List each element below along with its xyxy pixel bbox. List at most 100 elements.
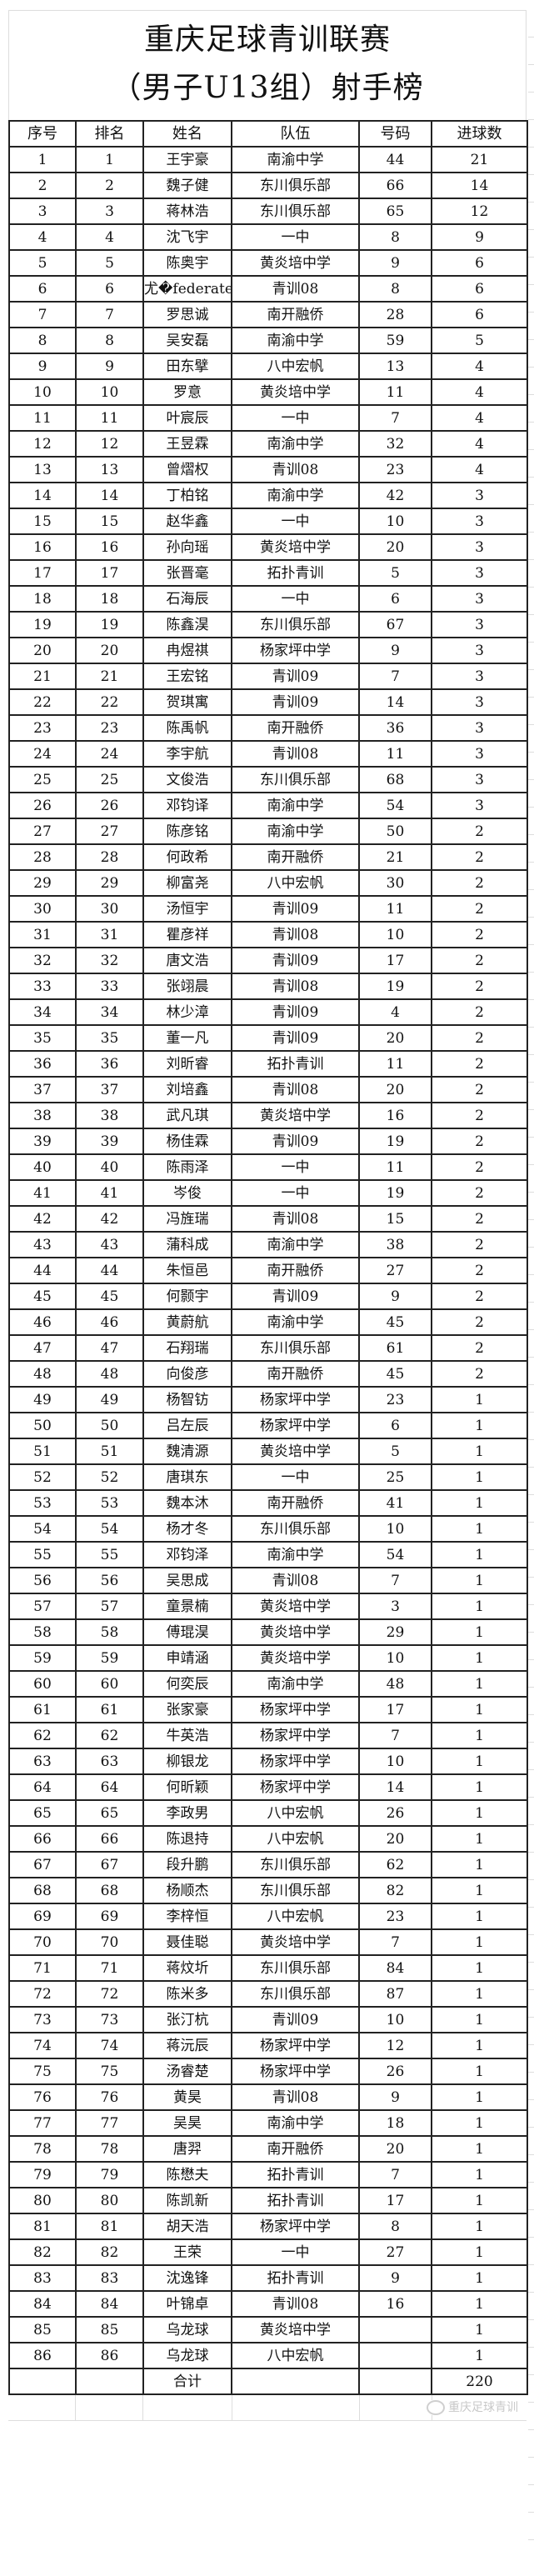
seq-cell: 23	[8, 714, 77, 742]
rank-cell: 41	[75, 1179, 144, 1207]
table-row: 80 80 陈凯新 拓扑青训 17 1	[8, 2187, 528, 2214]
player-name-cell: 杨佳霖	[142, 1128, 232, 1155]
player-name-cell: 文俊浩	[142, 766, 232, 793]
rank-cell: 48	[75, 1360, 144, 1388]
seq-cell: 49	[8, 1386, 77, 1413]
jersey-number-cell: 20	[358, 1024, 432, 1052]
jersey-number-cell: 19	[358, 973, 432, 1000]
player-name-cell: 何昕颖	[142, 1773, 232, 1801]
player-name-cell: 陈彦铭	[142, 818, 232, 845]
team-cell: 南开融侨	[231, 301, 360, 328]
team-cell: 东川俱乐部	[231, 1877, 360, 1904]
team-cell: 东川俱乐部	[231, 611, 360, 638]
table-row: 20 20 冉煜祺 杨家坪中学 9 3	[8, 637, 528, 664]
jersey-number-cell: 23	[358, 1386, 432, 1413]
goals-cell: 2	[431, 818, 528, 845]
rank-cell: 56	[75, 1567, 144, 1594]
jersey-number-cell: 20	[358, 1076, 432, 1103]
rank-cell: 72	[75, 1980, 144, 2008]
seq-cell: 21	[8, 663, 77, 690]
rank-cell: 59	[75, 1644, 144, 1672]
team-cell: 黄炎培中学	[231, 1618, 360, 1646]
rank-cell: 7	[75, 301, 144, 328]
player-name-cell: 汤恒宇	[142, 895, 232, 923]
table-row: 67 67 段升鹏 东川俱乐部 62 1	[8, 1851, 528, 1878]
table-row: 62 62 牛英浩 杨家坪中学 7 1	[8, 1722, 528, 1749]
jersey-number-cell: 11	[358, 1050, 432, 1078]
table-row: 31 31 瞿彦祥 青训08 10 2	[8, 921, 528, 948]
seq-cell: 80	[8, 2187, 77, 2214]
goals-cell: 21	[431, 146, 528, 173]
table-row: 41 41 岑俊 一中 19 2	[8, 1179, 528, 1207]
goals-cell: 6	[431, 275, 528, 303]
goals-cell: 1	[431, 2109, 528, 2137]
team-cell: 东川俱乐部	[231, 766, 360, 793]
goals-cell: 2	[431, 921, 528, 948]
player-name-cell: 蒋林浩	[142, 198, 232, 225]
table-row: 49 49 杨智钫 杨家坪中学 23 1	[8, 1386, 528, 1413]
player-name-cell: 李宇航	[142, 740, 232, 768]
goals-cell: 2	[431, 947, 528, 974]
goals-cell: 2	[431, 1024, 528, 1052]
player-name-cell: 魏子健	[142, 172, 232, 199]
rank-cell: 66	[75, 1825, 144, 1853]
rank-cell: 80	[75, 2187, 144, 2214]
table-row: 32 32 唐文浩 青训09 17 2	[8, 947, 528, 974]
jersey-number-cell: 10	[358, 1644, 432, 1672]
table-row: 84 84 叶锦卓 青训08 16 1	[8, 2290, 528, 2318]
team-cell: 一中	[231, 1153, 360, 1181]
seq-cell: 26	[8, 792, 77, 819]
team-cell: 青训08	[231, 275, 360, 303]
player-name-cell: 柳银龙	[142, 1748, 232, 1775]
rank-cell: 39	[75, 1128, 144, 1155]
goals-cell: 1	[431, 1593, 528, 1620]
rank-cell: 60	[75, 1670, 144, 1698]
team-cell: 杨家坪中学	[231, 637, 360, 664]
player-name-cell: 陈米多	[142, 1980, 232, 2008]
jersey-number-cell: 10	[358, 1748, 432, 1775]
seq-cell: 16	[8, 533, 77, 561]
seq-cell: 83	[8, 2264, 77, 2292]
table-row: 5 5 陈奥宇 黄炎培中学 9 6	[8, 249, 528, 277]
team-cell: 八中宏帆	[231, 2342, 360, 2369]
jersey-number-cell: 16	[358, 1102, 432, 1129]
team-cell: 南开融侨	[231, 1360, 360, 1388]
table-row: 70 70 聂佳聪 黄炎培中学 7 1	[8, 1928, 528, 1956]
rank-cell: 82	[75, 2238, 144, 2266]
team-cell: 黄炎培中学	[231, 1102, 360, 1129]
rank-cell: 11	[75, 404, 144, 432]
player-name-cell: 陈奥宇	[142, 249, 232, 277]
table-row: 26 26 邓钧译 南渝中学 54 3	[8, 792, 528, 819]
player-name-cell: 王荣	[142, 2238, 232, 2266]
player-name-cell: 蒋沅辰	[142, 2032, 232, 2059]
team-cell: 杨家坪中学	[231, 2032, 360, 2059]
seq-cell: 13	[8, 456, 77, 483]
team-cell: 杨家坪中学	[231, 1412, 360, 1439]
seq-cell: 71	[8, 1954, 77, 1982]
seq-cell: 84	[8, 2290, 77, 2318]
seq-cell: 1	[8, 146, 77, 173]
player-name-cell: 段升鹏	[142, 1851, 232, 1878]
jersey-number-cell: 7	[358, 663, 432, 690]
spreadsheet-grid-edge	[528, 10, 534, 2560]
table-row: 30 30 汤恒宇 青训09 11 2	[8, 895, 528, 923]
table-row: 48 48 向俊彦 南开融侨 45 2	[8, 1360, 528, 1388]
jersey-number-cell: 20	[358, 1825, 432, 1853]
total-empty	[231, 2368, 360, 2395]
table-row: 19 19 陈鑫淏 东川俱乐部 67 3	[8, 611, 528, 638]
goals-cell: 3	[431, 688, 528, 716]
rank-cell: 33	[75, 973, 144, 1000]
table-row: 66 66 陈退持 八中宏帆 20 1	[8, 1825, 528, 1853]
goals-cell: 2	[431, 1257, 528, 1284]
team-cell: 黄炎培中学	[231, 249, 360, 277]
team-cell: 青训09	[231, 998, 360, 1026]
team-cell: 南开融侨	[231, 1489, 360, 1517]
seq-cell: 81	[8, 2213, 77, 2240]
table-row: 46 46 黄蔚航 南渝中学 45 2	[8, 1308, 528, 1336]
player-name-cell: 申靖涵	[142, 1644, 232, 1672]
goals-cell: 1	[431, 1696, 528, 1723]
goals-cell: 6	[431, 249, 528, 277]
table-row: 23 23 陈禹帆 南开融侨 36 3	[8, 714, 528, 742]
seq-cell: 75	[8, 2058, 77, 2085]
table-row: 52 52 唐琪东 一中 25 1	[8, 1463, 528, 1491]
